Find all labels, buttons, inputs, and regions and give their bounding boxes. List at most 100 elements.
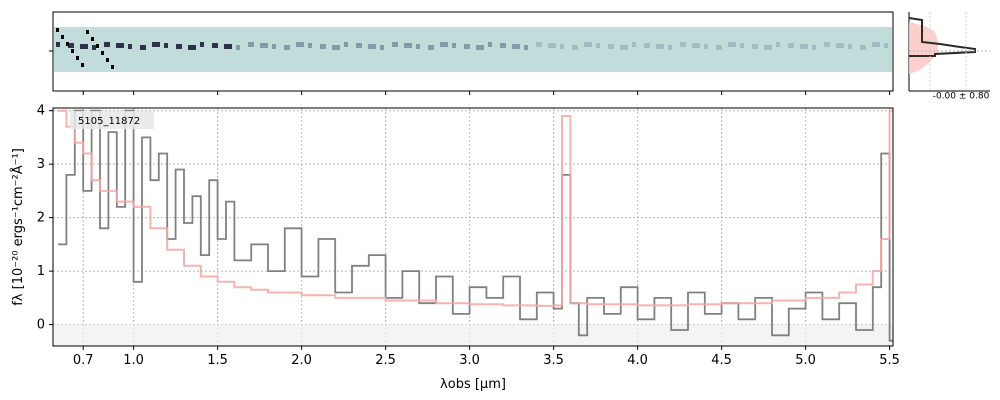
- trace-pixel: [680, 42, 686, 47]
- trace-pixel: [764, 45, 772, 50]
- noise-pixel: [56, 28, 59, 32]
- x-axis-label: λobs [μm]: [440, 377, 506, 392]
- trace-pixel: [476, 45, 484, 50]
- x-tick-label: 1.0: [123, 353, 144, 368]
- trace-pixel: [860, 45, 866, 50]
- x-tick-label: 2.5: [375, 353, 396, 368]
- trace-pixel: [404, 43, 412, 48]
- trace-pixel: [752, 44, 758, 49]
- trace-pixel: [872, 42, 880, 47]
- trace-pixel: [188, 45, 196, 50]
- trace-pixel: [164, 43, 168, 48]
- trace-pixel: [452, 43, 456, 48]
- trace-pixel: [344, 42, 348, 47]
- y-tick-label: 1: [37, 264, 45, 279]
- spectrum-2d-panel: [49, 11, 894, 92]
- trace-pixel: [776, 42, 780, 47]
- trace-pixel: [548, 43, 556, 48]
- trace-pixel: [392, 42, 398, 47]
- trace-pixel: [380, 45, 384, 50]
- trace-pixel: [836, 43, 844, 48]
- trace-pixel: [512, 44, 520, 49]
- trace-pixel: [584, 42, 592, 47]
- x-tick-label: 0.7: [73, 353, 94, 368]
- trace-pixel: [236, 45, 240, 50]
- trace-pixel: [560, 44, 564, 49]
- trace-pixel: [572, 45, 578, 50]
- model-series-line: [58, 109, 893, 307]
- profile-panel: -0.00 ± 0.80: [908, 12, 990, 102]
- trace-pixel: [260, 43, 268, 48]
- trace-pixel: [224, 44, 232, 49]
- trace-pixel: [812, 45, 816, 50]
- trace-pixel: [128, 44, 132, 49]
- noise-pixel: [76, 56, 79, 60]
- trace-pixel: [332, 45, 340, 50]
- trace-pixel: [116, 43, 124, 48]
- trace-pixel: [788, 43, 794, 48]
- noise-pixel: [61, 35, 64, 39]
- profile-distribution: [909, 22, 938, 74]
- y-tick-label: 0: [37, 318, 45, 333]
- series-group: [58, 109, 893, 342]
- trace-pixel: [416, 44, 420, 49]
- trace-pixel: [800, 44, 808, 49]
- trace-pixel: [80, 44, 88, 49]
- noise-pixel: [111, 65, 114, 69]
- spectrum-1d-panel: 0.7 1.0 1.5 2.0 2.5 3.0 3.5 4.0 4.5 5.0 5.5 0 1 2 3 4 5…: [10, 91, 900, 392]
- x-tick-label: 4.0: [627, 353, 648, 368]
- trace-pixel: [296, 42, 304, 47]
- flux-series-line: [58, 109, 893, 342]
- x-tick-label: 3.5: [543, 353, 564, 368]
- object-label-box: [70, 111, 154, 129]
- x-tick-label: 1.5: [207, 353, 228, 368]
- trace-pixel: [524, 45, 528, 50]
- x-tick-label: 4.5: [711, 353, 732, 368]
- noise-pixel: [91, 37, 94, 41]
- noise-pixel: [71, 49, 74, 53]
- trace-pixel: [668, 45, 672, 50]
- grid: [53, 108, 893, 346]
- trace-pixel: [488, 42, 492, 47]
- trace-pixel: [500, 43, 506, 48]
- noise-pixel: [101, 51, 104, 55]
- trace-pixel: [848, 44, 852, 49]
- trace-pixel: [140, 45, 146, 50]
- trace-pixel: [284, 45, 290, 50]
- trace-pixel: [176, 44, 182, 49]
- trace-pixel: [104, 42, 110, 47]
- y-axis-label: fλ [10⁻²⁰ ergs⁻¹cm⁻²Å⁻¹]: [10, 148, 26, 306]
- trace-pixel: [440, 42, 448, 47]
- profile-stat-label: -0.00 ± 0.80: [933, 92, 990, 102]
- trace-pixel: [620, 45, 628, 50]
- ticks: 0.7 1.0 1.5 2.0 2.5 3.0 3.5 4.0 4.5 5.0 5.5 0 1 2 3 4: [37, 91, 900, 368]
- trace-pixel: [884, 43, 888, 48]
- noise-pixel: [86, 30, 89, 34]
- trace-pixel: [368, 44, 376, 49]
- y-tick-label: 2: [37, 211, 45, 226]
- trace-pixel: [608, 44, 614, 49]
- trace-pixel: [728, 42, 736, 47]
- object-label: 5105_11872: [78, 116, 140, 127]
- trace-pixel: [68, 43, 74, 48]
- trace-pixel: [464, 44, 470, 49]
- trace-pixel: [692, 43, 700, 48]
- trace-pixel: [536, 42, 542, 47]
- trace-pixel: [200, 42, 204, 47]
- trace-pixel: [56, 42, 60, 47]
- y-tick-label: 4: [37, 104, 45, 119]
- trace-pixel: [632, 42, 636, 47]
- y-tick-label: 3: [37, 157, 45, 172]
- trace-pixel: [704, 44, 708, 49]
- trace-pixel: [248, 42, 254, 47]
- trace-pixel: [596, 43, 600, 48]
- trace-pixel: [152, 42, 160, 47]
- zero-band: [53, 324, 893, 346]
- plot-frame: [52, 107, 894, 347]
- noise-pixel: [96, 44, 99, 48]
- noise-pixel: [66, 42, 69, 46]
- trace-pixel: [212, 43, 218, 48]
- profile-line: [908, 17, 976, 57]
- trace-pixel: [428, 45, 434, 50]
